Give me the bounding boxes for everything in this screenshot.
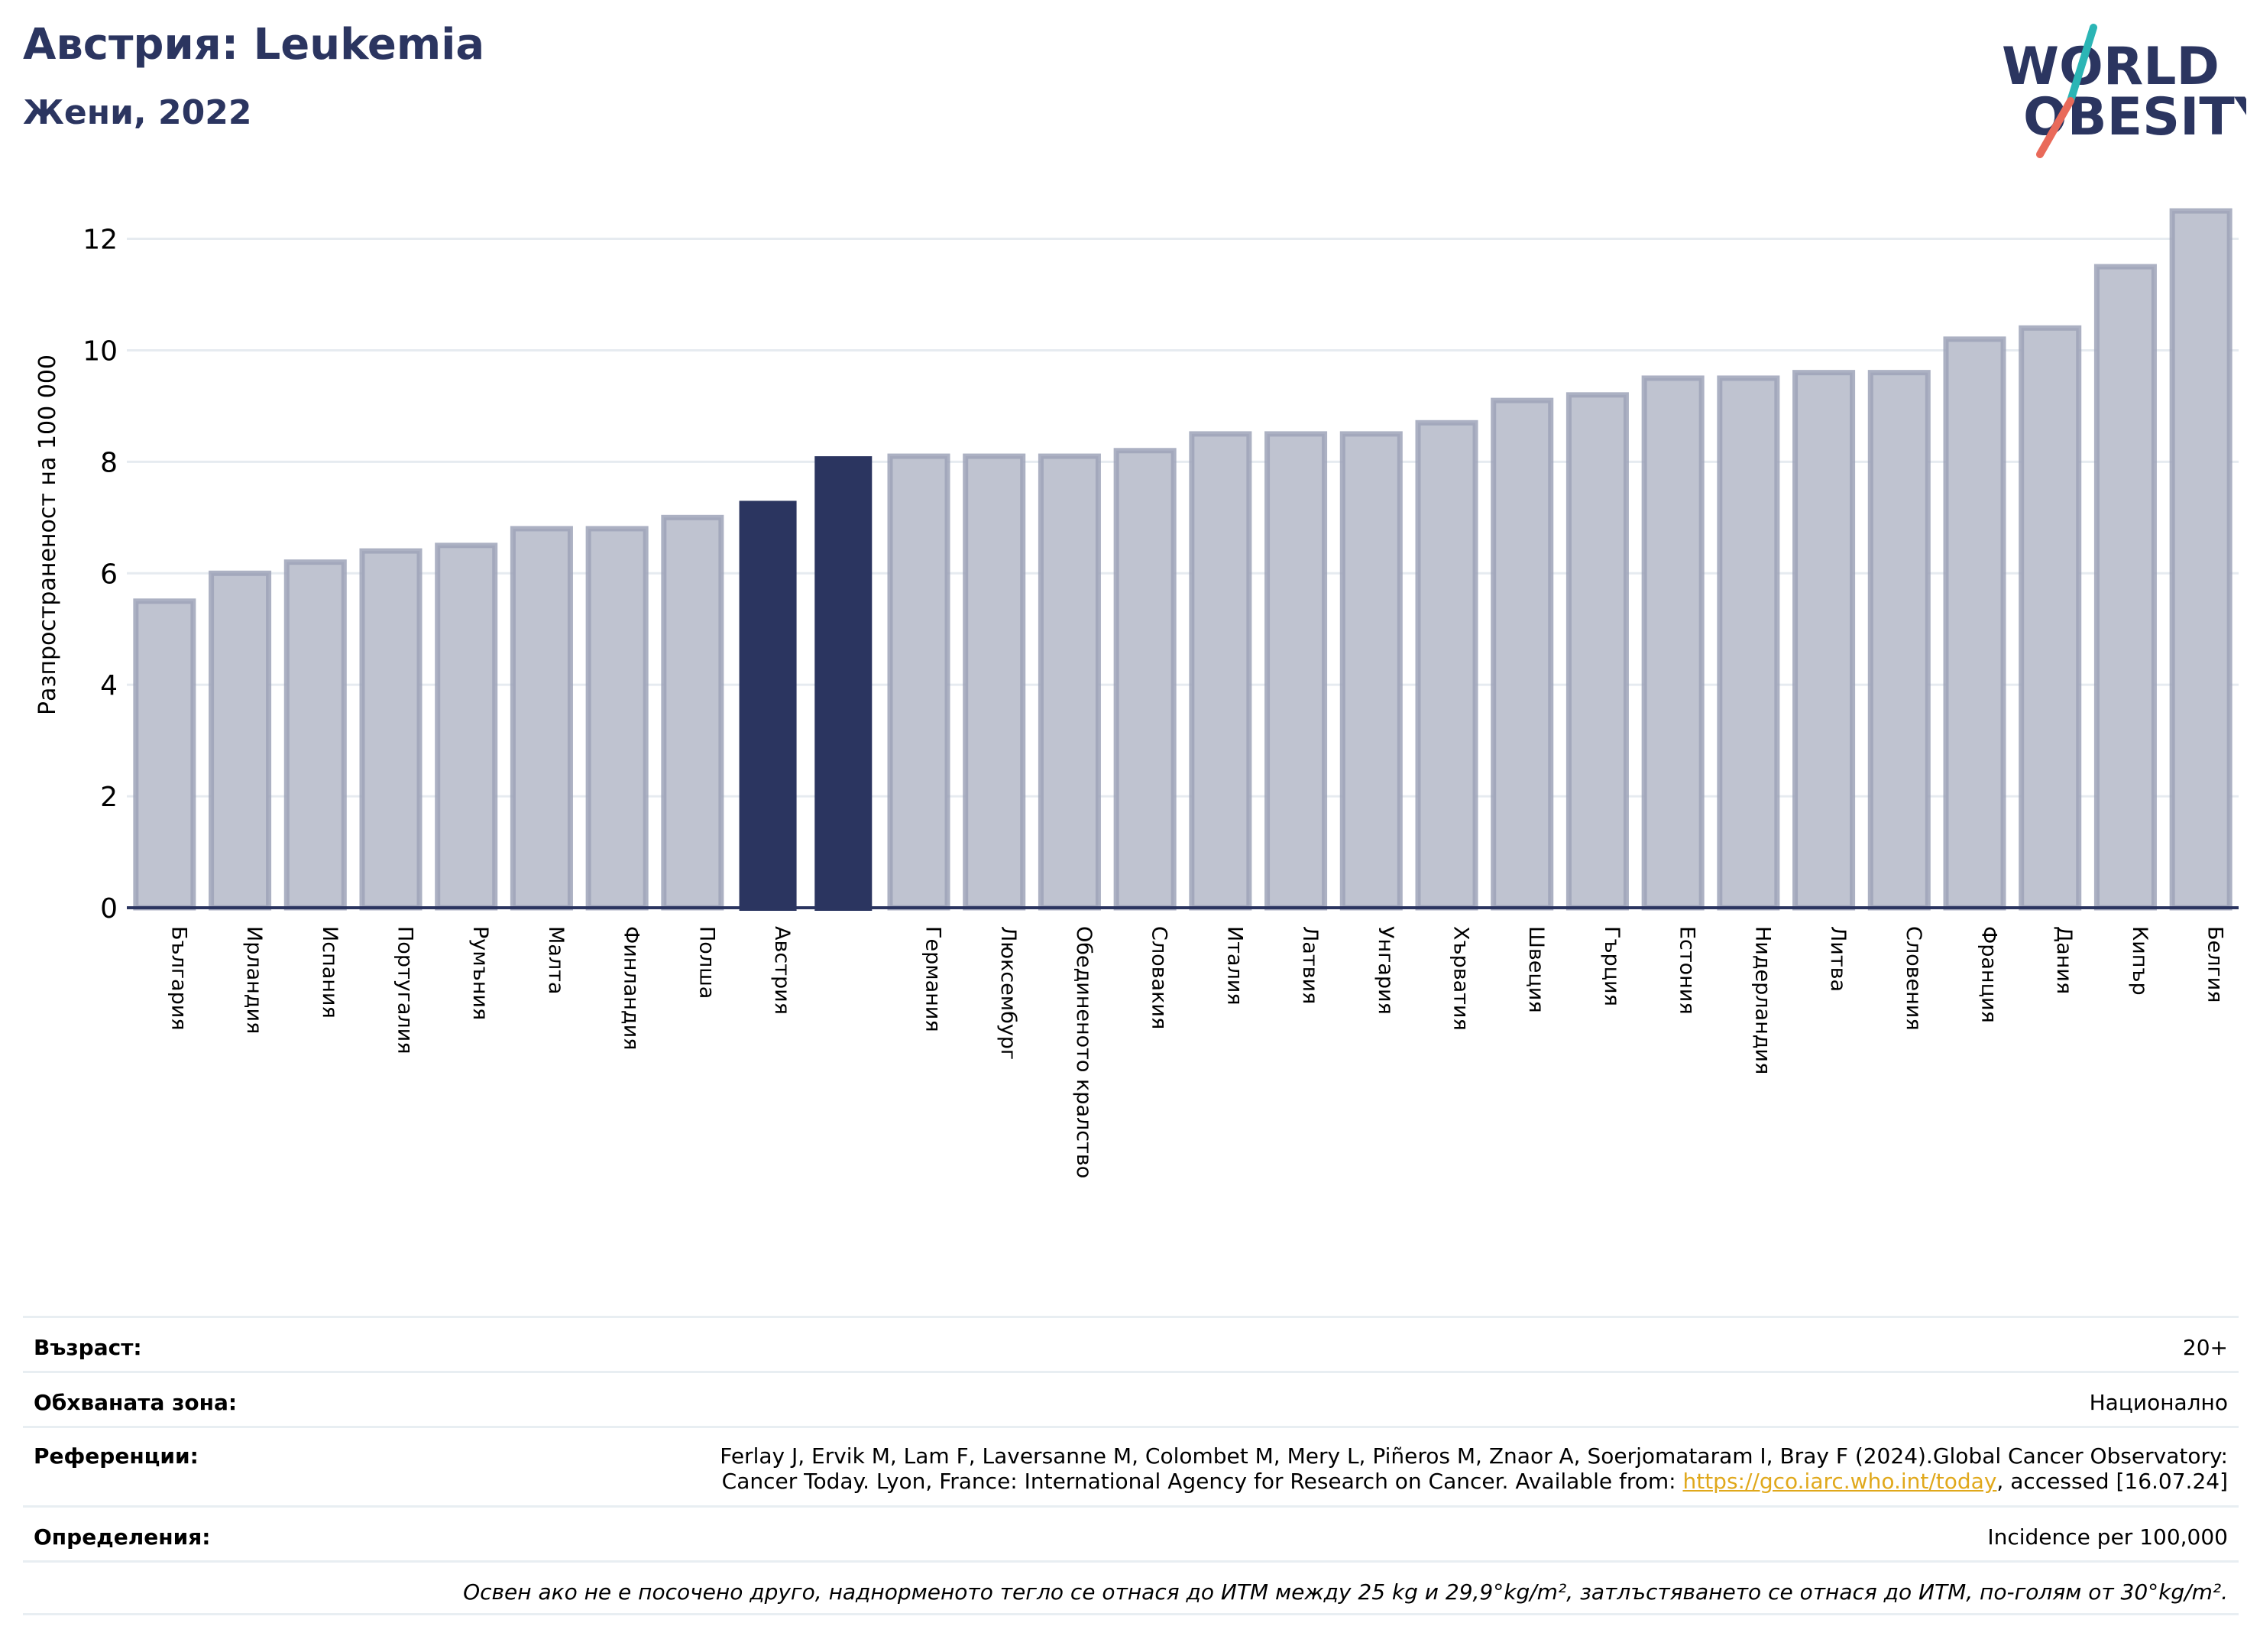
age-label: Възраст: [34,1335,142,1360]
definitions-label: Определения: [34,1524,211,1550]
bar [1415,419,1478,911]
age-value: 20+ [2182,1335,2228,1360]
info-row-age: Възраст: 20+ [23,1316,2239,1371]
logo-word-world: WORLD [2002,37,2220,97]
bar [1792,370,1856,911]
x-tick-label: Франция [1977,926,2001,1023]
references-line2-post: , accessed [16.07.24] [1996,1469,2228,1494]
bar [2169,208,2232,911]
x-tick-label: Испания [318,926,342,1019]
info-row-coverage: Обхваната зона: Национално [23,1371,2239,1426]
x-tick-label: Финландия [620,926,643,1050]
logo-slash-coral [2036,97,2074,158]
bar [661,514,724,911]
x-tick-label: Кипър [2128,926,2152,996]
coverage-label: Обхваната зона: [34,1390,238,1415]
y-tick-label: 12 [83,225,118,256]
bar [1113,448,1177,911]
bar [963,453,1026,911]
x-tick-label: България [167,926,190,1031]
x-tick-label: Германия [921,926,945,1032]
definitions-value: Incidence per 100,000 [1987,1524,2228,1550]
references-line1: Ferlay J, Ervik M, Lam F, Laversanne M, … [720,1443,2228,1469]
bar [1717,375,1780,911]
bar [1565,392,1629,911]
chart-subtitle: Жени, 2022 [23,93,252,132]
x-tick-label: Литва [1826,926,1850,992]
references-line2-pre: Cancer Today. Lyon, France: Internationa… [721,1469,1683,1494]
x-tick-label: Хърватия [1449,926,1473,1031]
definition-note: Освен ако не е посочено друго, наднормен… [463,1579,2228,1605]
y-tick-label: 6 [100,559,118,590]
x-tick-label: Полша [695,926,718,999]
y-tick-label: 4 [100,670,118,701]
x-tick-label: Италия [1222,926,1246,1006]
x-tick-label: Португалия [393,926,417,1054]
bar [1264,431,1328,911]
bar [585,526,649,911]
x-tick-label: Белгия [2203,926,2227,1003]
info-row-definitions: Определения: Incidence per 100,000 [23,1505,2239,1560]
bar [1641,375,1705,911]
bar [887,453,950,911]
bar [209,570,272,911]
world-obesity-logo: WORLD OBESITY [2002,24,2246,158]
x-tick-label: Дания [2052,926,2076,994]
x-tick-label: Ирландия [242,926,266,1034]
bar [1491,397,1554,911]
bar [1943,336,2006,911]
chart-title: Австрия: Leukemia [23,20,485,70]
bar [435,543,498,911]
info-row-references: Референции: Ferlay J, Ervik M, Lam F, La… [23,1426,2239,1505]
x-tick-label: Унгария [1374,926,1397,1015]
bar [1038,453,1101,911]
references-link[interactable]: https://gco.iarc.who.int/today [1682,1469,1997,1494]
bar [814,456,873,911]
bar [1867,370,1931,911]
bars [133,208,2232,911]
x-tick-label: Малта [544,926,568,994]
bar [283,559,347,911]
info-row-note: Освен ако не е посочено друго, наднормен… [23,1560,2239,1615]
x-tick-label: Обединеното кралство [1072,926,1096,1178]
bar [1189,431,1252,911]
x-tick-label: Латвия [1298,926,1322,1004]
references-label: Референции: [34,1443,199,1469]
info-table: Възраст: 20+ Обхваната зона: Национално … [23,1316,2239,1615]
coverage-value: Национално [2089,1390,2228,1415]
bar [2093,264,2157,911]
bar [510,526,573,911]
x-tick-label: Словакия [1148,926,1171,1029]
bar [739,500,797,911]
references-value: Ferlay J, Ervik M, Lam F, Laversanne M, … [720,1443,2228,1494]
x-tick-label: Австрия [770,926,794,1015]
y-tick-label: 8 [100,447,118,478]
bar-chart: 0 2 4 6 8 10 12 България Ирландия Испания Португал… [34,208,2239,1178]
axes: 0 2 4 6 8 10 12 България Ирландия Испания Португал… [83,225,2239,1178]
x-tick-label: Словения [1902,926,1925,1031]
y-axis-label: Разпространеност на 100 000 [34,355,61,715]
logo-slash-teal [2067,24,2097,105]
x-tick-label: Гърция [1600,926,1624,1006]
y-tick-label: 2 [100,782,118,813]
x-tick-label: Румъния [468,926,492,1020]
x-tick-label: Швеция [1524,926,1548,1013]
y-tick-label: 10 [83,335,118,367]
bar [133,598,196,911]
x-tick-label: Люксембург [996,926,1020,1060]
bar [359,548,423,911]
x-tick-label: Нидерландия [1750,926,1774,1074]
bar [1339,431,1403,911]
bar [2019,325,2082,911]
x-tick-label: Естония [1676,926,1699,1015]
y-tick-label: 0 [100,893,118,925]
